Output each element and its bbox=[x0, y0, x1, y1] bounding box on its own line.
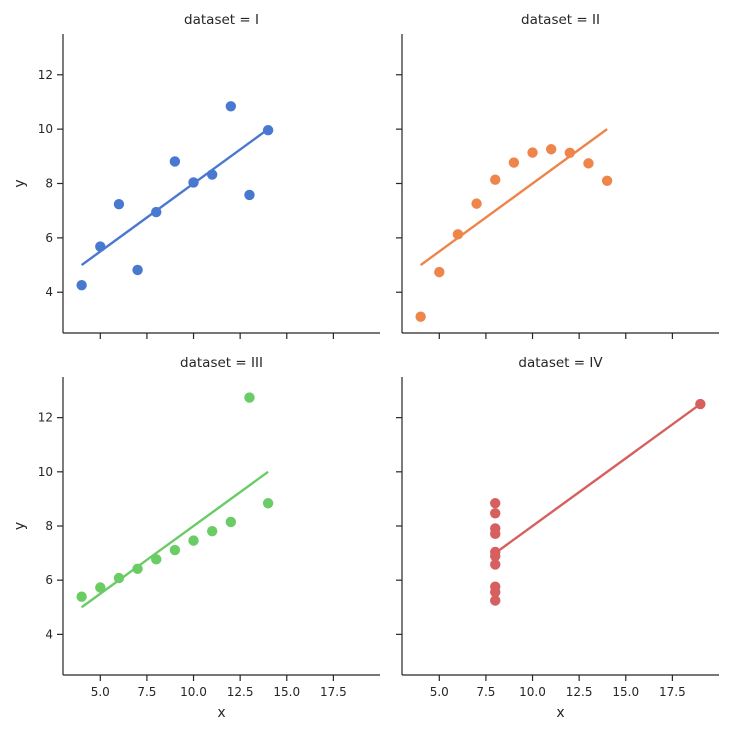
data-point bbox=[151, 554, 162, 565]
x-tick-label: 15.0 bbox=[612, 685, 639, 699]
data-point bbox=[262, 498, 274, 509]
data-point bbox=[113, 198, 125, 210]
data-point bbox=[206, 169, 218, 180]
data-point bbox=[601, 175, 613, 186]
y-tick-label: 10 bbox=[38, 465, 53, 479]
regression-line bbox=[419, 128, 608, 267]
x-tick-label: 12.5 bbox=[227, 685, 254, 699]
y-tick-label: 10 bbox=[38, 122, 53, 136]
x-tick-label: 10.0 bbox=[180, 685, 207, 699]
data-point bbox=[490, 174, 501, 185]
x-tick-label: 15.0 bbox=[273, 685, 300, 699]
x-axis-title: x bbox=[556, 705, 564, 721]
data-point bbox=[452, 229, 464, 240]
panel-title: dataset = I bbox=[184, 12, 259, 28]
data-point bbox=[471, 198, 482, 209]
x-tick-label: 12.5 bbox=[566, 685, 593, 699]
x-tick-label: 10.0 bbox=[519, 685, 546, 699]
x-tick-label: 5.0 bbox=[91, 685, 110, 699]
y-tick-label: 8 bbox=[45, 177, 53, 191]
panel-title: dataset = IV bbox=[518, 355, 603, 371]
x-tick-label: 7.5 bbox=[137, 685, 156, 699]
data-point bbox=[490, 523, 501, 534]
data-point bbox=[695, 398, 706, 410]
x-tick-label: 17.5 bbox=[320, 685, 347, 699]
data-point bbox=[132, 264, 143, 276]
y-axis-title: y bbox=[12, 522, 28, 530]
panel-dataset-ii: dataset = II bbox=[396, 12, 719, 339]
panel-title: dataset = III bbox=[180, 355, 263, 371]
panel-dataset-i: 4 6 8 10 12 y dataset = I bbox=[12, 12, 380, 339]
data-point bbox=[95, 582, 106, 593]
data-point bbox=[262, 125, 274, 136]
y-tick-label: 6 bbox=[45, 573, 53, 587]
data-point bbox=[132, 563, 143, 575]
data-point bbox=[225, 101, 237, 112]
y-axis-title: y bbox=[12, 179, 28, 187]
data-point bbox=[490, 581, 501, 592]
data-point bbox=[583, 158, 594, 169]
x-tick-label: 7.5 bbox=[476, 685, 495, 699]
data-point bbox=[490, 559, 501, 570]
data-point bbox=[415, 311, 426, 322]
x-tick-label: 17.5 bbox=[659, 685, 686, 699]
regression-line bbox=[80, 128, 269, 267]
panel-dataset-iv: 5.0 7.5 10.0 12.5 15.0 17.5 x dataset = IV bbox=[396, 355, 719, 721]
data-point bbox=[169, 156, 181, 167]
data-point bbox=[490, 498, 501, 509]
data-point bbox=[76, 279, 87, 291]
data-point bbox=[225, 516, 237, 528]
y-tick-label: 8 bbox=[45, 519, 53, 533]
y-tick-label: 4 bbox=[45, 627, 53, 641]
data-point bbox=[490, 595, 501, 606]
data-point bbox=[545, 144, 557, 155]
data-point bbox=[244, 392, 255, 403]
y-tick-label: 4 bbox=[45, 285, 53, 299]
data-point bbox=[95, 241, 106, 252]
data-point bbox=[188, 177, 199, 188]
data-point bbox=[76, 591, 87, 602]
data-point bbox=[188, 535, 199, 546]
data-point bbox=[564, 147, 576, 158]
y-tick-label: 6 bbox=[45, 231, 53, 245]
x-axis-title: x bbox=[217, 705, 225, 721]
data-point bbox=[169, 544, 181, 556]
panel-title: dataset = II bbox=[521, 12, 600, 28]
y-tick-label: 12 bbox=[38, 411, 53, 425]
data-point bbox=[490, 546, 501, 558]
data-point bbox=[527, 147, 538, 158]
panel-dataset-iii: 4 6 8 10 12 5.0 7.5 10.0 12.5 15.0 17.5 y x dataset =… bbox=[12, 355, 380, 721]
data-point bbox=[490, 508, 501, 519]
data-point bbox=[434, 266, 445, 278]
data-point bbox=[244, 189, 255, 201]
y-tick-label: 12 bbox=[38, 68, 53, 82]
data-point bbox=[113, 572, 125, 584]
data-point bbox=[151, 206, 162, 218]
data-point bbox=[508, 157, 520, 168]
regression-line bbox=[494, 403, 702, 555]
regression-line bbox=[80, 470, 269, 609]
x-tick-label: 5.0 bbox=[430, 685, 449, 699]
data-point bbox=[206, 525, 218, 537]
